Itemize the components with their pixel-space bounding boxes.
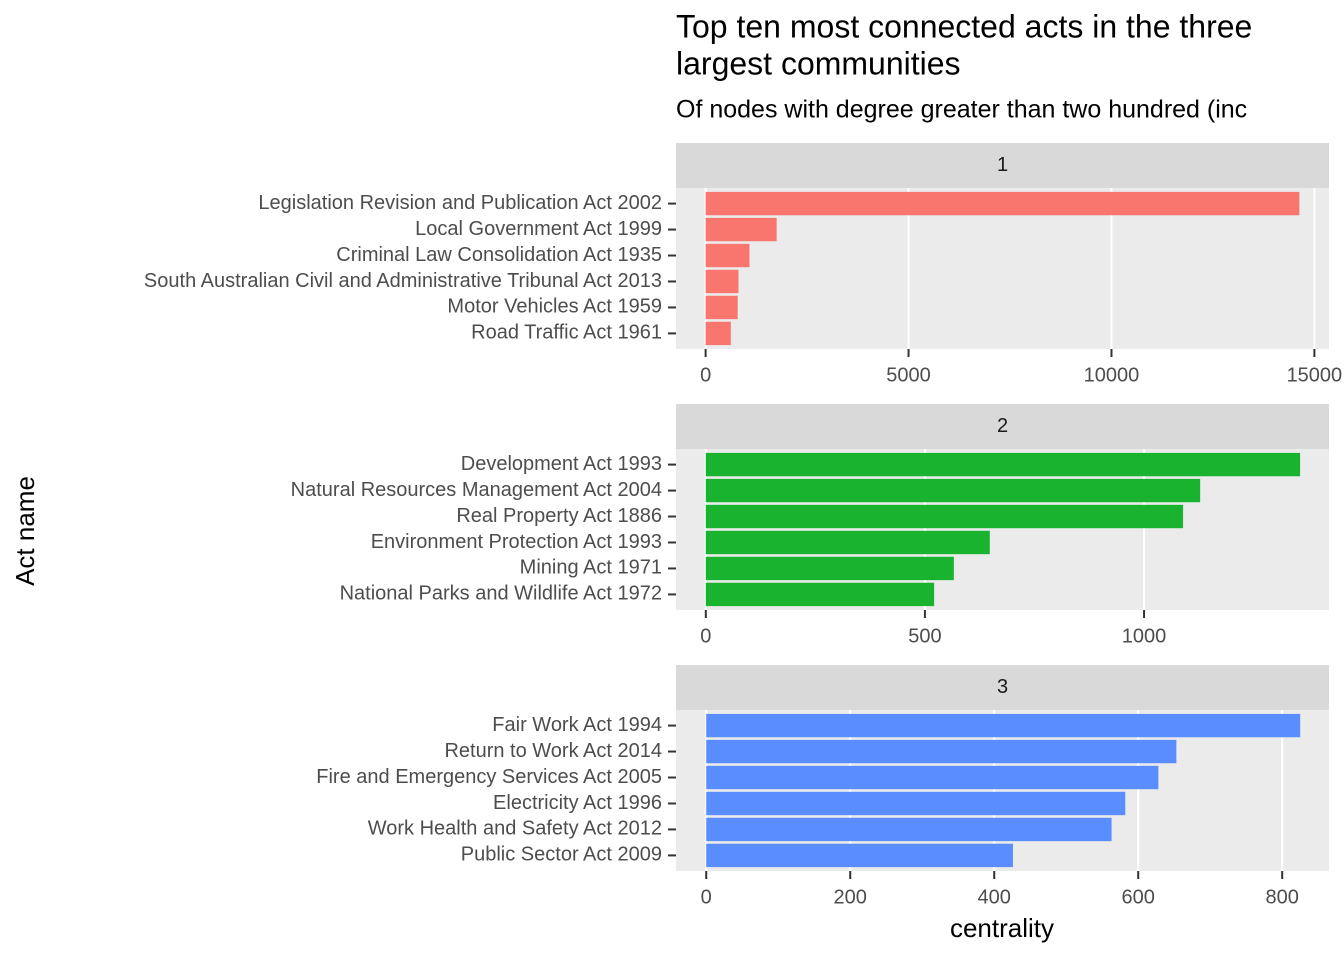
bar [706, 817, 1112, 842]
x-tick-label: 0 [700, 364, 711, 386]
y-axis-title: Act name [10, 476, 40, 586]
bar [705, 321, 731, 346]
y-tick-label: Fire and Emergency Services Act 2005 [316, 766, 662, 788]
x-tick-label: 200 [834, 886, 867, 908]
facet-strip [676, 404, 1329, 449]
facet-strip [676, 143, 1329, 188]
x-tick-label: 15000 [1287, 364, 1343, 386]
chart-title: Top ten most connected acts in the three [676, 8, 1252, 44]
x-tick-label: 1000 [1122, 625, 1167, 647]
chart-title: largest communities [676, 45, 961, 81]
x-tick-label: 0 [701, 886, 712, 908]
bar [706, 713, 1301, 738]
facet-strip [676, 665, 1329, 710]
bar [705, 530, 990, 555]
y-tick-label: South Australian Civil and Administrativ… [144, 270, 662, 292]
x-tick-label: 0 [700, 625, 711, 647]
y-tick-label: Motor Vehicles Act 1959 [447, 296, 662, 318]
x-tick-label: 500 [908, 625, 941, 647]
y-tick-label: Return to Work Act 2014 [444, 740, 662, 762]
y-tick-label: Work Health and Safety Act 2012 [368, 818, 662, 840]
y-tick-label: National Parks and Wildlife Act 1972 [340, 583, 662, 605]
y-tick-label: Local Government Act 1999 [415, 218, 662, 240]
y-tick-label: Electricity Act 1996 [493, 792, 662, 814]
y-tick-label: Environment Protection Act 1993 [371, 531, 662, 553]
bar [705, 191, 1300, 216]
facet-label: 1 [997, 154, 1008, 176]
bar [706, 843, 1013, 868]
facet-label: 3 [997, 676, 1008, 698]
bar [705, 556, 954, 581]
y-tick-label: Fair Work Act 1994 [492, 714, 662, 736]
bar [706, 765, 1159, 790]
x-tick-label: 10000 [1084, 364, 1140, 386]
y-tick-label: Real Property Act 1886 [456, 505, 662, 527]
y-tick-label: Legislation Revision and Publication Act… [258, 192, 662, 214]
y-tick-label: Criminal Law Consolidation Act 1935 [336, 244, 662, 266]
y-tick-label: Development Act 1993 [461, 453, 662, 475]
y-tick-label: Natural Resources Management Act 2004 [291, 479, 662, 501]
bar [705, 269, 739, 294]
bar [705, 243, 750, 268]
y-tick-label: Mining Act 1971 [520, 557, 662, 579]
chart-subtitle: Of nodes with degree greater than two hu… [676, 96, 1247, 124]
x-axis-title: centrality [950, 913, 1054, 943]
x-tick-label: 800 [1266, 886, 1299, 908]
y-tick-label: Public Sector Act 2009 [461, 844, 662, 866]
y-tick-label: Road Traffic Act 1961 [471, 322, 662, 344]
bar [706, 791, 1126, 816]
bar [705, 452, 1301, 477]
bar [705, 295, 738, 320]
x-tick-label: 5000 [886, 364, 931, 386]
x-tick-label: 400 [978, 886, 1011, 908]
x-tick-label: 600 [1122, 886, 1155, 908]
facet-label: 2 [997, 415, 1008, 437]
bar [705, 504, 1184, 529]
bar [705, 217, 777, 242]
bar [705, 582, 935, 607]
bar [705, 478, 1201, 503]
bar [706, 739, 1177, 764]
